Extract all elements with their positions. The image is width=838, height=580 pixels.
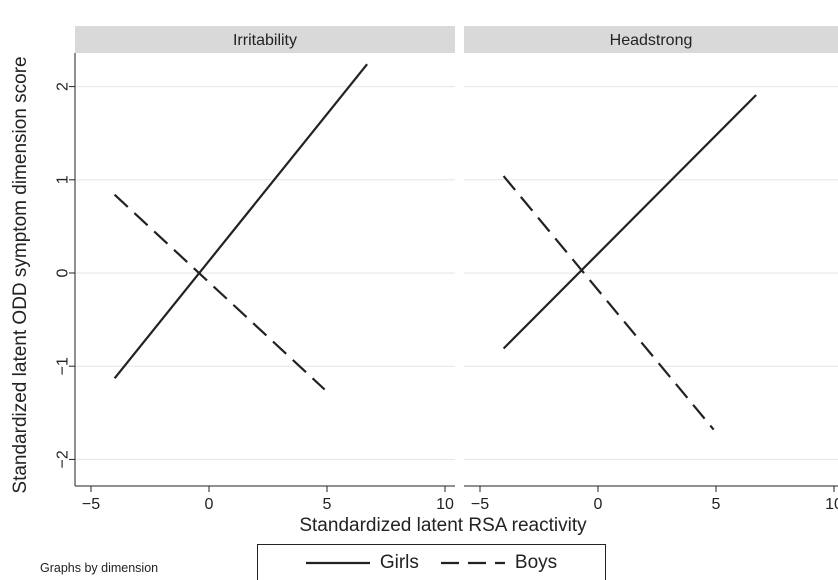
panel-strip [75, 26, 455, 53]
x-tick-label: 5 [323, 496, 332, 513]
x-tick-label: −5 [82, 496, 100, 513]
y-tick-label: −2 [55, 450, 72, 468]
x-tick-label: −5 [471, 496, 489, 513]
series-line-girls [502, 94, 757, 350]
legend-item-boys: Boys [440, 551, 558, 574]
series-line-boys [113, 193, 326, 391]
legend-solid-line-icon [305, 561, 370, 564]
y-tick-label: 2 [55, 82, 72, 91]
y-axis-label: Standardized latent ODD symptom dimensio… [10, 56, 31, 493]
series-line-girls [113, 63, 368, 380]
graphs-by-note: Graphs by dimension [40, 561, 159, 575]
panel-1: Irritability −5 0 5 10 −2 −1 0 1 2 [55, 26, 455, 513]
x-tick-label: 0 [594, 496, 603, 513]
panel-2: Headstrong −5 0 5 10 [464, 26, 838, 513]
x-tick-label: 10 [436, 496, 454, 513]
legend: Girls Boys [257, 544, 606, 580]
legend-label-boys: Boys [514, 551, 558, 573]
panels-group: Irritability −5 0 5 10 −2 −1 0 1 2 Headstrong −5 0 5 1… [55, 26, 838, 513]
x-tick-label: 5 [712, 496, 721, 513]
legend-dashed-line-icon [440, 561, 505, 564]
x-axis-label: Standardized latent RSA reactivity [299, 515, 587, 536]
legend-item-girls: Girls [305, 551, 419, 574]
panel-strip [464, 26, 838, 53]
series-line-boys [502, 175, 715, 431]
legend-label-girls: Girls [379, 551, 419, 573]
y-tick-label: 1 [55, 175, 72, 184]
panel-title: Headstrong [610, 32, 693, 49]
y-tick-label: 0 [55, 268, 72, 277]
y-tick-label: −1 [55, 357, 72, 375]
panel-title: Irritability [233, 32, 297, 49]
x-tick-label: 0 [205, 496, 214, 513]
x-tick-label: 10 [825, 496, 838, 513]
